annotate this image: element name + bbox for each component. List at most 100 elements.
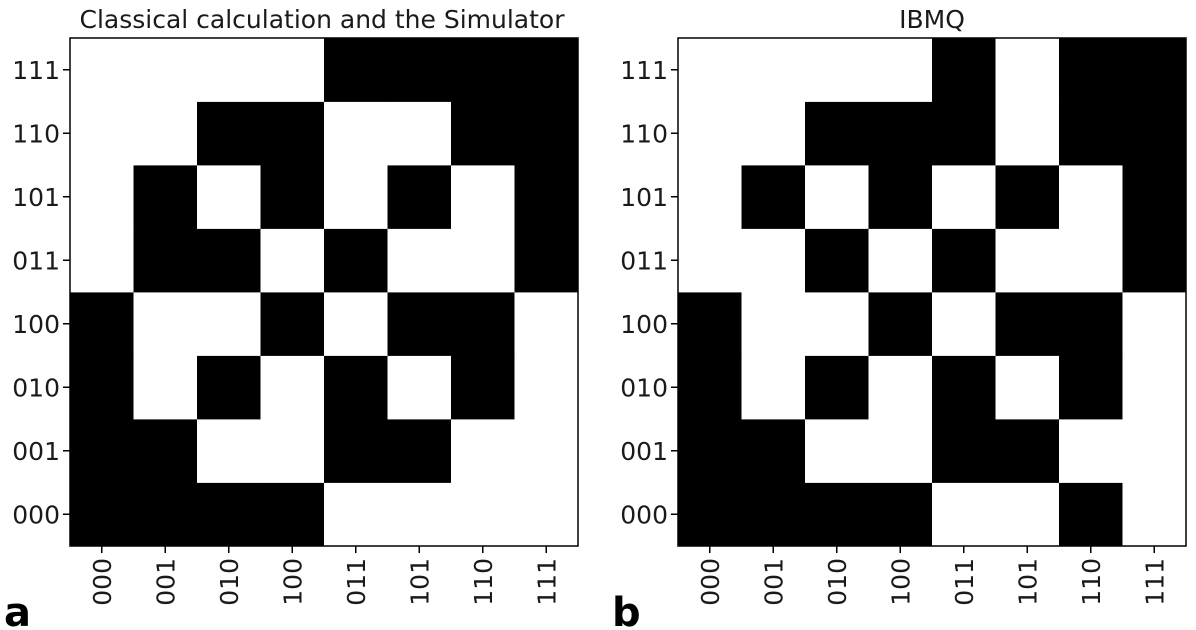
heatmap-cell (260, 292, 325, 356)
heatmap-cell (514, 38, 579, 102)
x-tick-label: 011 (342, 558, 371, 606)
x-tick-label: 011 (950, 558, 979, 606)
heatmap-cell (451, 165, 515, 229)
heatmap-cell (514, 355, 579, 420)
heatmap-cell (995, 355, 1060, 420)
panel-label: b (612, 590, 641, 630)
heatmap-cell (805, 228, 869, 293)
heatmap-cell (324, 38, 388, 102)
heatmap-cell (678, 101, 742, 166)
heatmap-cell (514, 292, 579, 356)
heatmap-cell (133, 355, 198, 420)
heatmap-cell (868, 228, 933, 293)
heatmap-cell (932, 419, 996, 483)
heatmap-cell (1122, 228, 1187, 293)
x-tick-label: 110 (1077, 558, 1106, 606)
heatmap-cell (805, 165, 869, 229)
y-tick-label: 100 (12, 310, 60, 339)
heatmap-cell (741, 101, 806, 166)
heatmap-cell (387, 355, 452, 420)
heatmap-cell (197, 165, 261, 229)
heatmap-cell (70, 292, 134, 356)
y-tick-label: 001 (12, 437, 60, 466)
heatmap-cell (678, 38, 742, 102)
heatmap-cell (995, 38, 1060, 102)
heatmap-cells (678, 38, 1187, 547)
heatmap-cell (387, 101, 452, 166)
heatmap-cell (324, 292, 388, 356)
heatmap-cell (995, 101, 1060, 166)
heatmap-cell (741, 292, 806, 356)
x-tick-label: 110 (469, 558, 498, 606)
heatmap-cell (197, 228, 261, 293)
plot-frame (677, 37, 1187, 547)
heatmap-cell (678, 292, 742, 356)
heatmap-cell (1059, 101, 1123, 166)
heatmap-cell (70, 419, 134, 483)
heatmap-cell (1122, 355, 1187, 420)
heatmap-cell (324, 101, 388, 166)
heatmap-cell (1059, 482, 1123, 547)
heatmap-cell (133, 419, 198, 483)
y-axis: 000 001 010 100 011 101 110 111 (620, 56, 678, 529)
x-tick-label: 001 (151, 558, 180, 606)
heatmap-cell (741, 355, 806, 420)
heatmap-cell (514, 419, 579, 483)
heatmap-cell (324, 355, 388, 420)
x-tick-label: 000 (88, 558, 117, 606)
heatmap-cell (805, 292, 869, 356)
heatmap-cell (260, 101, 325, 166)
heatmap-cell (1122, 101, 1187, 166)
panel-label: a (4, 590, 31, 630)
heatmap-cell (451, 292, 515, 356)
y-tick-label: 110 (12, 119, 60, 148)
heatmap-cell (197, 482, 261, 547)
heatmap-cell (805, 38, 869, 102)
panel-b: IBMQ 000 001 010 100 011 101 110 111 000 001 010 1… (612, 5, 1187, 630)
heatmap-cell (451, 38, 515, 102)
heatmap-cell (387, 482, 452, 547)
heatmap-cell (868, 482, 933, 547)
heatmap-cell (1122, 38, 1187, 102)
x-tick-label: 010 (823, 558, 852, 606)
y-axis: 000 001 010 100 011 101 110 111 (12, 56, 70, 529)
heatmap-cell (868, 292, 933, 356)
heatmap-cell (1059, 419, 1123, 483)
heatmap-cell (1059, 165, 1123, 229)
heatmap-cell (1122, 419, 1187, 483)
heatmap-cell (932, 482, 996, 547)
heatmap-cell (70, 165, 134, 229)
x-tick-label: 111 (1140, 558, 1169, 606)
heatmap-cell (387, 292, 452, 356)
heatmap-cell (868, 165, 933, 229)
x-tick-label: 010 (215, 558, 244, 606)
y-tick-label: 101 (620, 183, 668, 212)
x-tick-label: 101 (405, 558, 434, 606)
heatmap-cell (197, 38, 261, 102)
heatmap-cell (868, 419, 933, 483)
heatmap-cell (1122, 482, 1187, 547)
chart-title: IBMQ (899, 5, 965, 34)
heatmap-cell (1059, 292, 1123, 356)
x-tick-label: 100 (886, 558, 915, 606)
heatmap-cell (1059, 355, 1123, 420)
heatmap-cell (197, 292, 261, 356)
heatmap-cell (70, 101, 134, 166)
heatmap-cell (514, 165, 579, 229)
x-axis: 000 001 010 100 011 101 110 111 (696, 546, 1169, 606)
x-tick-label: 100 (278, 558, 307, 606)
heatmap-cell (932, 228, 996, 293)
heatmap-cell (741, 482, 806, 547)
heatmap-cell (324, 228, 388, 293)
heatmap-cell (260, 38, 325, 102)
heatmap-cell (387, 165, 452, 229)
chart-title: Classical calculation and the Simulator (80, 5, 566, 34)
plot-frame (69, 37, 579, 547)
heatmap-cell (741, 228, 806, 293)
heatmap-cell (678, 165, 742, 229)
heatmap-cell (70, 355, 134, 420)
heatmap-cell (260, 419, 325, 483)
y-tick-label: 000 (620, 500, 668, 529)
heatmap-cell (805, 101, 869, 166)
heatmap-cell (805, 355, 869, 420)
